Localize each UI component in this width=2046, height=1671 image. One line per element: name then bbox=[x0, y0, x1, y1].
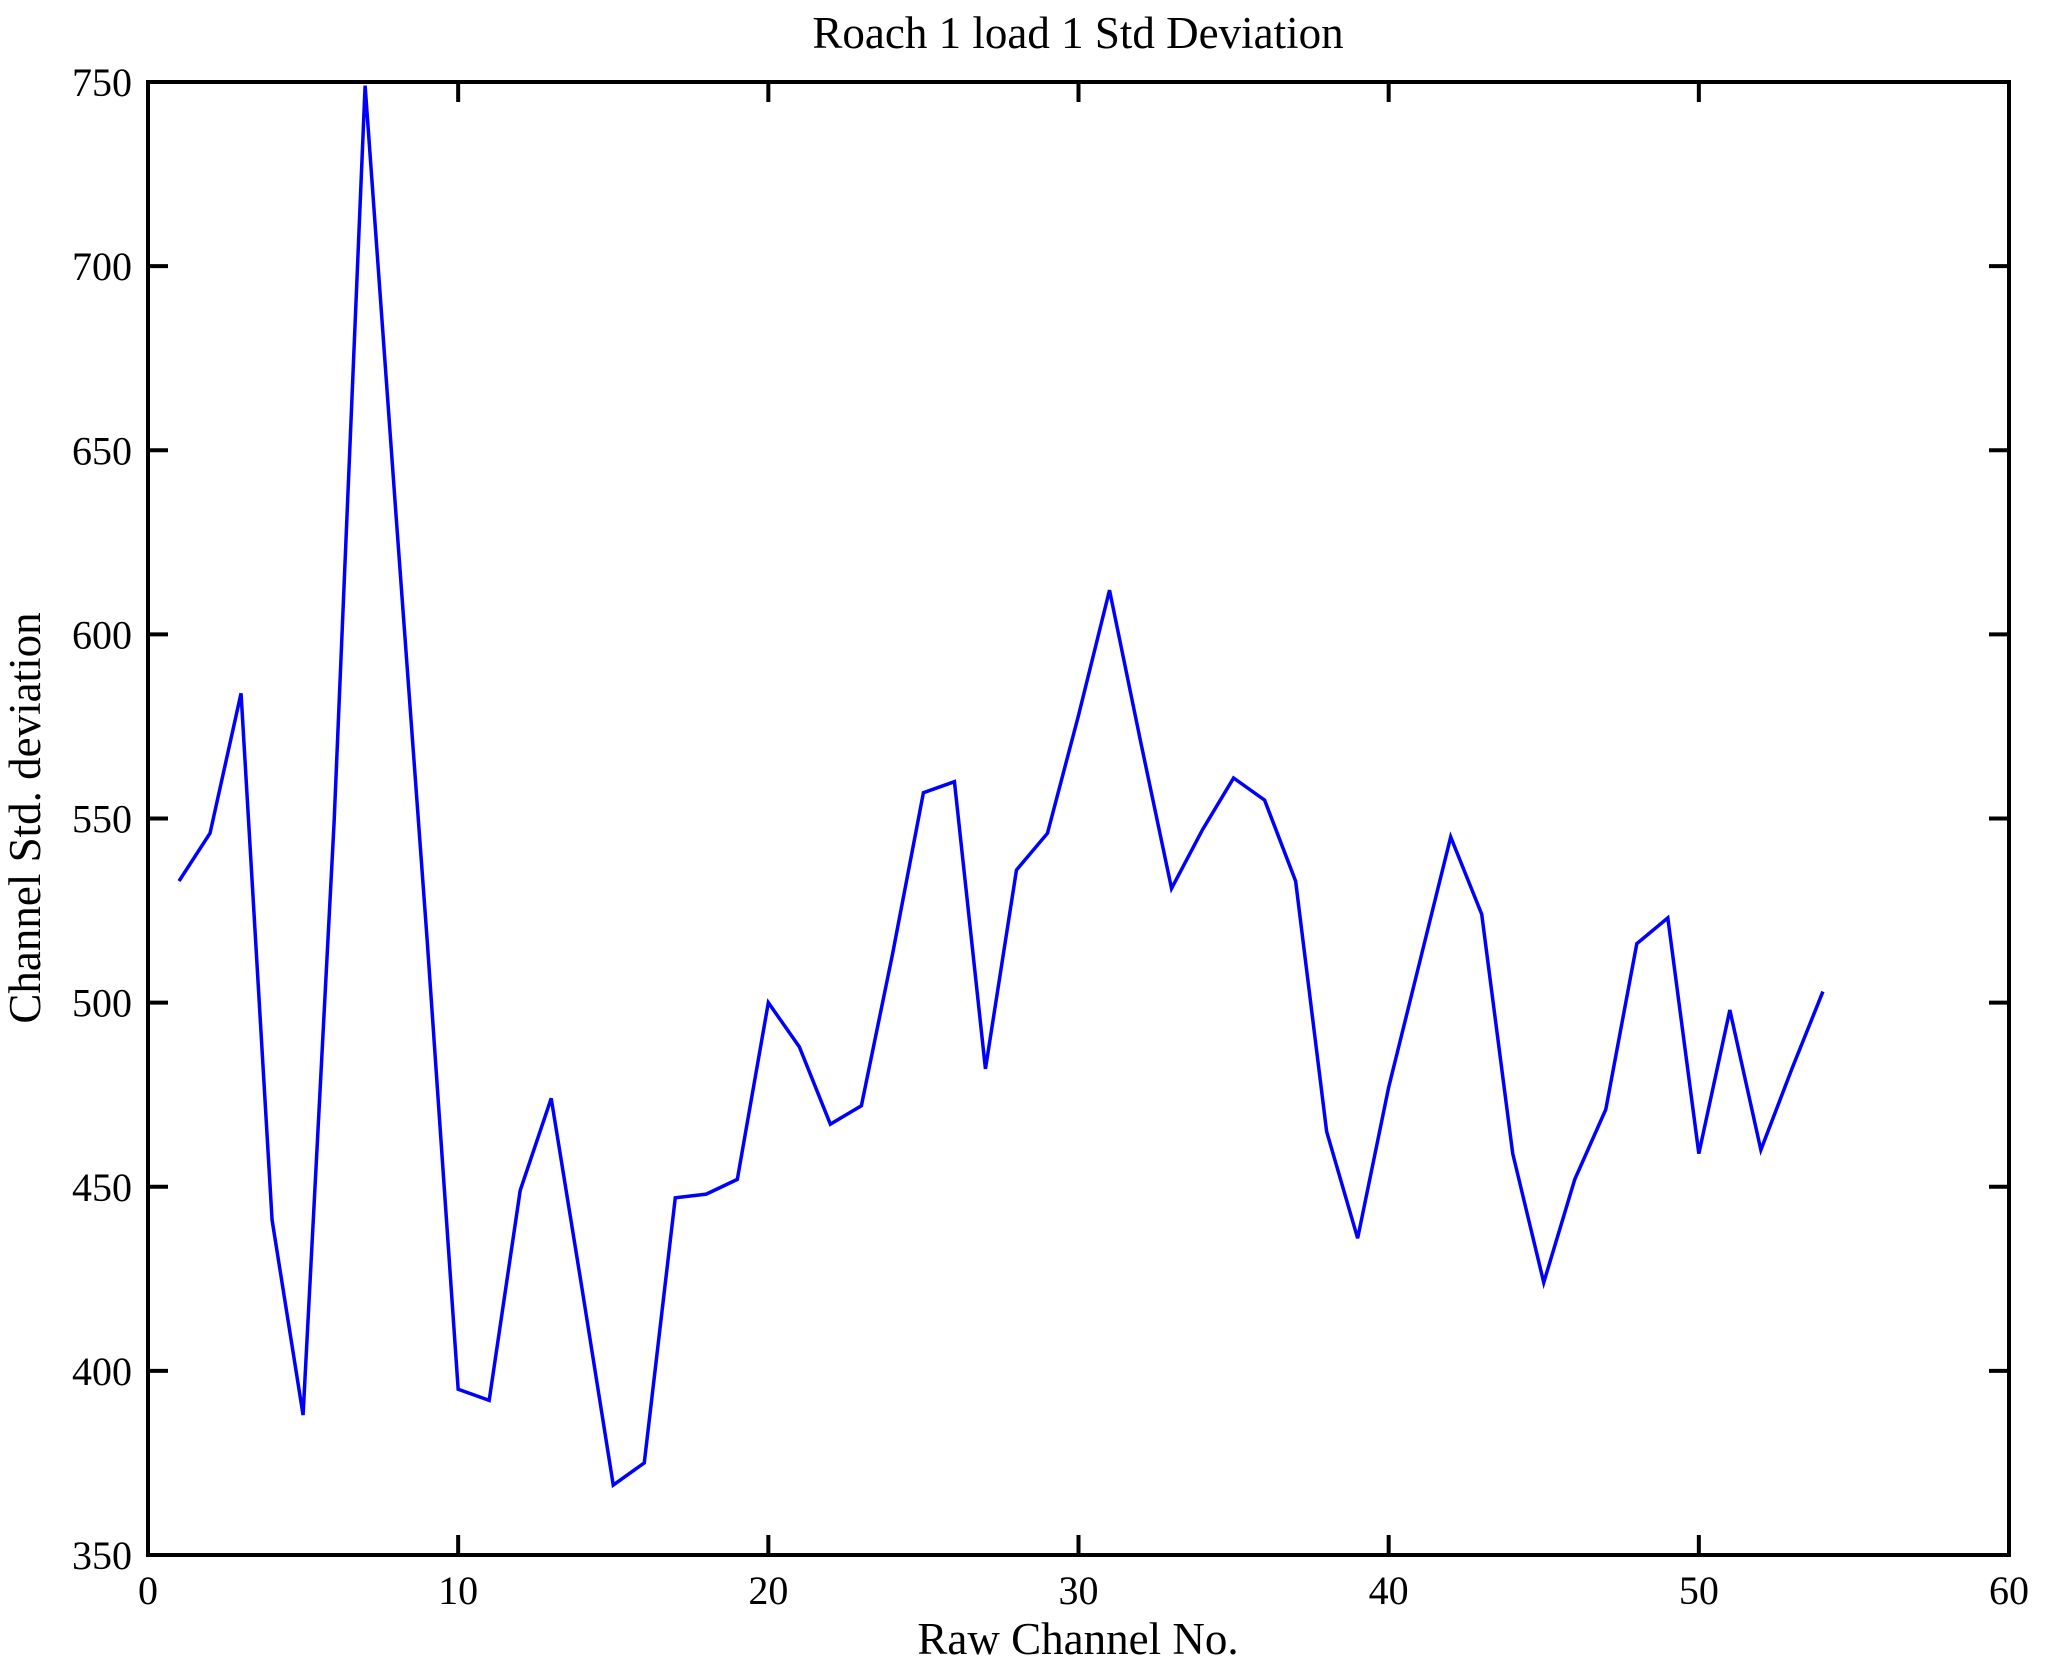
x-tick-label: 60 bbox=[1989, 1568, 2029, 1613]
x-tick-label: 20 bbox=[748, 1568, 788, 1613]
plot-box bbox=[146, 80, 2011, 1557]
x-tick-label: 50 bbox=[1679, 1568, 1719, 1613]
y-tick-label: 550 bbox=[72, 797, 132, 842]
y-tick-label: 750 bbox=[72, 60, 132, 105]
plot-area: 0 10 20 30 40 50 60 350 400 450 500 550 600 650 700 75… bbox=[72, 60, 2029, 1613]
x-axis-label: Raw Channel No. bbox=[917, 1614, 1238, 1664]
x-tick-label: 40 bbox=[1369, 1568, 1409, 1613]
chart-title: Roach 1 load 1 Std Deviation bbox=[812, 8, 1343, 58]
y-tick-label: 700 bbox=[72, 244, 132, 289]
axis-ticks bbox=[146, 80, 2011, 1557]
y-tick-label: 450 bbox=[72, 1165, 132, 1210]
y-tick-labels: 350 400 450 500 550 600 650 700 750 bbox=[72, 60, 132, 1578]
y-tick-label: 400 bbox=[72, 1349, 132, 1394]
x-tick-labels: 0 10 20 30 40 50 60 bbox=[138, 1568, 2029, 1613]
y-tick-label: 350 bbox=[72, 1533, 132, 1578]
x-tick-label: 10 bbox=[438, 1568, 478, 1613]
x-tick-label: 0 bbox=[138, 1568, 158, 1613]
data-line bbox=[177, 85, 1825, 1489]
y-axis-label: Channel Std. deviation bbox=[0, 612, 50, 1023]
y-tick-label: 650 bbox=[72, 428, 132, 473]
y-tick-label: 500 bbox=[72, 981, 132, 1026]
y-tick-label: 600 bbox=[72, 612, 132, 657]
x-tick-label: 30 bbox=[1059, 1568, 1099, 1613]
